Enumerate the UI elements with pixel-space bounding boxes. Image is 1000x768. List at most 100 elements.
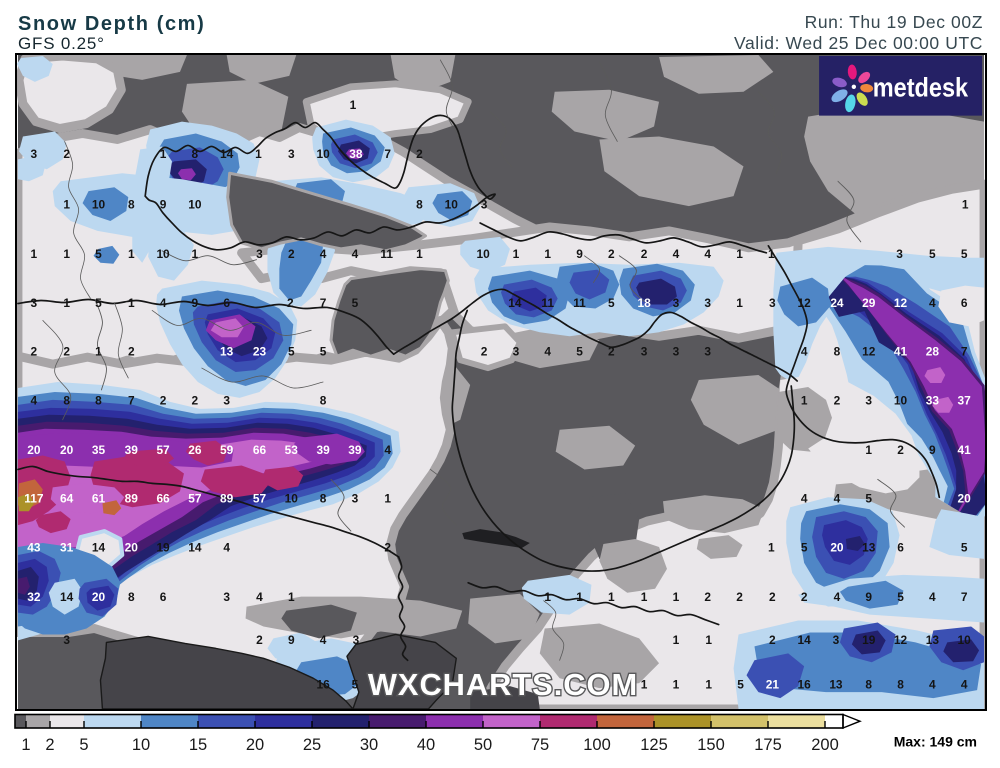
svg-text:2: 2 bbox=[287, 296, 294, 310]
svg-text:Max: 149 cm: Max: 149 cm bbox=[894, 734, 977, 750]
svg-text:1: 1 bbox=[95, 345, 102, 359]
svg-text:20: 20 bbox=[958, 492, 972, 506]
svg-text:4: 4 bbox=[31, 393, 38, 407]
svg-text:1: 1 bbox=[21, 736, 30, 754]
svg-text:20: 20 bbox=[92, 590, 106, 604]
svg-text:64: 64 bbox=[60, 492, 74, 506]
svg-text:39: 39 bbox=[316, 443, 330, 457]
svg-text:4: 4 bbox=[384, 443, 391, 457]
svg-text:117: 117 bbox=[24, 492, 44, 506]
svg-text:3: 3 bbox=[833, 633, 840, 647]
svg-text:33: 33 bbox=[926, 393, 940, 407]
svg-text:8: 8 bbox=[128, 590, 135, 604]
svg-text:1: 1 bbox=[801, 393, 808, 407]
svg-text:28: 28 bbox=[926, 345, 940, 359]
svg-text:5: 5 bbox=[352, 678, 359, 692]
svg-text:43: 43 bbox=[27, 540, 41, 554]
svg-text:57: 57 bbox=[253, 492, 267, 506]
svg-text:5: 5 bbox=[95, 247, 102, 261]
svg-text:1: 1 bbox=[544, 247, 551, 261]
svg-text:8: 8 bbox=[897, 678, 904, 692]
svg-text:8: 8 bbox=[865, 678, 872, 692]
svg-text:10: 10 bbox=[476, 247, 490, 261]
svg-text:10: 10 bbox=[188, 198, 202, 212]
svg-text:66: 66 bbox=[156, 492, 170, 506]
svg-text:9: 9 bbox=[576, 247, 583, 261]
svg-text:100: 100 bbox=[583, 736, 611, 754]
svg-text:53: 53 bbox=[285, 443, 299, 457]
svg-text:57: 57 bbox=[156, 443, 170, 457]
svg-text:38: 38 bbox=[349, 147, 363, 161]
svg-text:19: 19 bbox=[862, 633, 876, 647]
svg-text:3: 3 bbox=[513, 345, 520, 359]
svg-text:4: 4 bbox=[352, 247, 359, 261]
svg-text:4: 4 bbox=[929, 296, 936, 310]
svg-text:8: 8 bbox=[320, 393, 327, 407]
svg-text:1: 1 bbox=[673, 633, 680, 647]
svg-text:5: 5 bbox=[737, 678, 744, 692]
svg-text:20: 20 bbox=[27, 443, 41, 457]
svg-text:11: 11 bbox=[380, 247, 393, 261]
svg-text:23: 23 bbox=[253, 345, 267, 359]
svg-text:50: 50 bbox=[474, 736, 492, 754]
svg-text:200: 200 bbox=[811, 736, 839, 754]
svg-text:20: 20 bbox=[246, 736, 264, 754]
svg-text:4: 4 bbox=[801, 345, 808, 359]
svg-text:1: 1 bbox=[288, 590, 295, 604]
svg-text:3: 3 bbox=[223, 393, 230, 407]
svg-text:15: 15 bbox=[189, 736, 207, 754]
svg-text:3: 3 bbox=[896, 247, 903, 261]
svg-text:3: 3 bbox=[481, 198, 488, 212]
svg-text:2: 2 bbox=[63, 147, 70, 161]
svg-text:2: 2 bbox=[769, 633, 776, 647]
svg-text:66: 66 bbox=[253, 443, 267, 457]
svg-text:5: 5 bbox=[576, 345, 583, 359]
svg-text:89: 89 bbox=[125, 492, 139, 506]
svg-text:20: 20 bbox=[60, 443, 74, 457]
svg-text:7: 7 bbox=[961, 345, 968, 359]
svg-text:13: 13 bbox=[220, 345, 234, 359]
svg-text:21: 21 bbox=[766, 678, 780, 692]
svg-text:125: 125 bbox=[640, 736, 668, 754]
svg-text:5: 5 bbox=[288, 345, 295, 359]
svg-text:2: 2 bbox=[704, 590, 711, 604]
svg-text:10: 10 bbox=[958, 633, 972, 647]
svg-text:5: 5 bbox=[929, 247, 936, 261]
svg-text:1: 1 bbox=[608, 590, 615, 604]
svg-text:59: 59 bbox=[220, 443, 234, 457]
svg-text:4: 4 bbox=[256, 590, 263, 604]
svg-text:1: 1 bbox=[641, 678, 648, 692]
svg-text:2: 2 bbox=[481, 345, 488, 359]
svg-text:18: 18 bbox=[637, 296, 651, 310]
svg-text:150: 150 bbox=[697, 736, 725, 754]
svg-text:1: 1 bbox=[576, 590, 583, 604]
svg-text:7: 7 bbox=[128, 393, 135, 407]
svg-text:6: 6 bbox=[160, 590, 167, 604]
svg-text:6: 6 bbox=[223, 296, 230, 310]
svg-text:3: 3 bbox=[673, 345, 680, 359]
svg-text:75: 75 bbox=[531, 736, 549, 754]
svg-text:57: 57 bbox=[188, 492, 202, 506]
svg-text:8: 8 bbox=[320, 492, 327, 506]
svg-text:1: 1 bbox=[865, 443, 872, 457]
svg-text:12: 12 bbox=[894, 633, 908, 647]
svg-text:2: 2 bbox=[160, 393, 167, 407]
svg-text:4: 4 bbox=[320, 247, 327, 261]
svg-text:10: 10 bbox=[156, 247, 170, 261]
svg-text:11: 11 bbox=[541, 296, 554, 310]
svg-text:3: 3 bbox=[704, 345, 711, 359]
svg-text:9: 9 bbox=[288, 633, 295, 647]
svg-text:16: 16 bbox=[316, 678, 330, 692]
svg-text:3: 3 bbox=[223, 590, 230, 604]
svg-text:4: 4 bbox=[223, 540, 230, 554]
svg-text:3: 3 bbox=[288, 147, 295, 161]
svg-text:4: 4 bbox=[160, 296, 167, 310]
svg-text:13: 13 bbox=[829, 678, 843, 692]
svg-text:14: 14 bbox=[188, 540, 202, 554]
svg-text:1: 1 bbox=[128, 247, 135, 261]
svg-text:1: 1 bbox=[736, 296, 743, 310]
svg-text:4: 4 bbox=[929, 590, 936, 604]
svg-text:4: 4 bbox=[834, 492, 841, 506]
svg-text:30: 30 bbox=[360, 736, 378, 754]
svg-text:7: 7 bbox=[320, 296, 327, 310]
